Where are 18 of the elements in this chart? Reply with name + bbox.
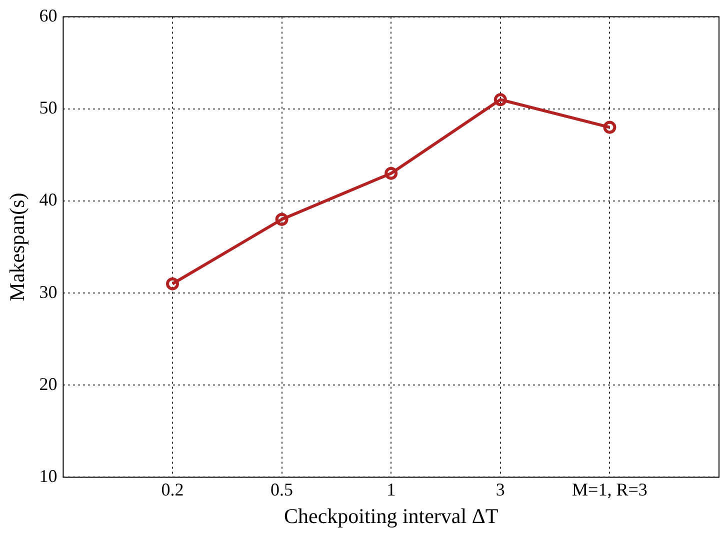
point xyxy=(384,166,398,180)
x-tick-label: 0.5 xyxy=(270,480,294,500)
y-tick-label: 60 xyxy=(39,6,58,26)
x-tick-label: 0.2 xyxy=(161,480,184,500)
y-axis-title: Makespan(s) xyxy=(5,192,30,302)
x-tick-label: 3 xyxy=(496,480,505,500)
point xyxy=(166,277,179,290)
y-tick-label: 40 xyxy=(39,190,58,210)
y-tick-label: 10 xyxy=(39,466,58,486)
y-tick-label: 30 xyxy=(39,282,58,302)
point xyxy=(494,93,507,106)
y-tick-label: 20 xyxy=(39,374,58,394)
y-tick-label: 50 xyxy=(39,98,58,118)
x-axis-title: Checkpoiting interval ΔT xyxy=(284,504,498,528)
x-tick-label: 1 xyxy=(386,480,396,500)
point xyxy=(275,212,288,226)
point xyxy=(603,120,616,134)
x-tick-label: M=1, R=3 xyxy=(572,480,648,500)
